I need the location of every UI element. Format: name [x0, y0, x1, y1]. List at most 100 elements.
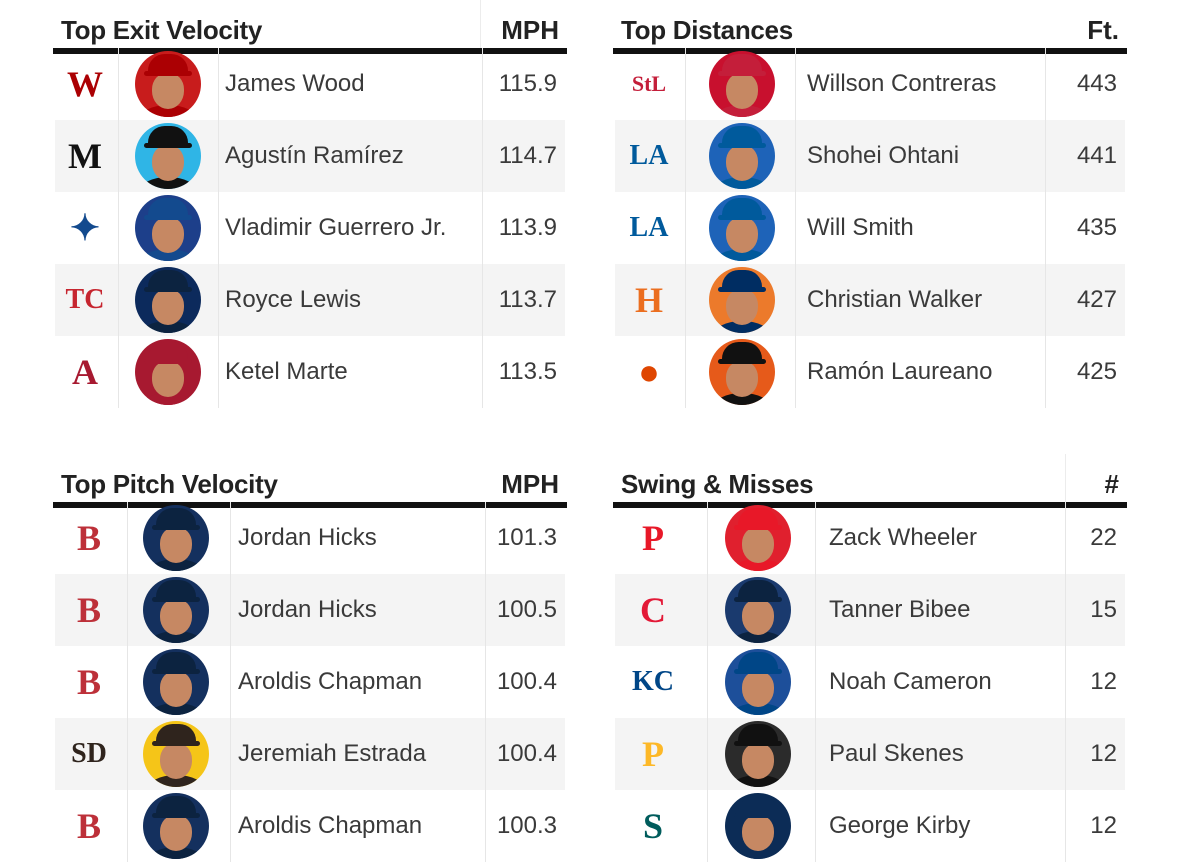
player-name: Ketel Marte [225, 358, 348, 385]
marlins-logo-icon: M [68, 136, 102, 176]
player-name: Aroldis Chapman [238, 668, 423, 695]
player-headshot-avatar [143, 721, 209, 787]
leaderboard-row: B Jordan Hicks 101.3 [55, 502, 565, 574]
player-headshot-avatar [143, 577, 209, 643]
red-sox-logo-icon: B [76, 590, 101, 630]
player-headshot-avatar [725, 505, 791, 571]
player-name: Jordan Hicks [238, 596, 377, 623]
royals-logo-icon: KC [632, 666, 674, 697]
panel-unit: Ft. [1087, 15, 1119, 45]
leaderboard-row: A Ketel Marte 113.5 [55, 336, 565, 408]
player-name: Paul Skenes [829, 740, 964, 767]
mariners-logo-icon: S [642, 806, 664, 846]
stat-value: 12 [1090, 812, 1117, 839]
leaderboard-rows: B Jordan Hicks 101.3 B Jordan Hicks 100.5 B Aro… [55, 502, 565, 862]
panel-header: Top Pitch Velocity MPH [53, 454, 567, 508]
player-headshot-avatar [135, 51, 201, 117]
player-headshot-avatar [725, 793, 791, 859]
dodgers-logo-icon: LA [629, 212, 669, 243]
panel-title: Top Distances [621, 15, 793, 45]
leaderboard-row: S George Kirby 12 [615, 790, 1125, 862]
player-name: Tanner Bibee [829, 596, 971, 623]
player-name: Will Smith [807, 214, 914, 241]
red-sox-logo-icon: B [76, 806, 101, 846]
player-headshot-avatar [143, 793, 209, 859]
stat-value: 435 [1076, 214, 1117, 241]
panel-swing-and-misses: Swing & Misses # P Zack Wheeler 22 C Tanner … [613, 454, 1127, 862]
leaderboard-row: B Aroldis Chapman 100.4 [55, 646, 565, 718]
player-name: George Kirby [829, 812, 971, 839]
phillies-logo-icon: P [642, 518, 664, 558]
stat-value: 15 [1090, 596, 1117, 623]
leaderboard-row: W James Wood 115.9 [55, 48, 565, 120]
stat-value: 443 [1076, 70, 1117, 97]
panel-header: Top Exit Velocity MPH [53, 0, 567, 54]
player-name: Zack Wheeler [829, 524, 978, 551]
blue-jays-logo-icon: ✦ [69, 208, 101, 248]
stat-value: 12 [1090, 668, 1117, 695]
leaderboard-row: KC Noah Cameron 12 [615, 646, 1125, 718]
leaderboard-row: LA Will Smith 435 [615, 192, 1125, 264]
panel-top-pitch-velocity: Top Pitch Velocity MPH B Jordan Hicks 101.… [53, 454, 567, 862]
player-name: Ramón Laureano [807, 358, 993, 385]
player-headshot-avatar [709, 267, 775, 333]
leaderboard-row: ✦ Vladimir Guerrero Jr. 113.9 [55, 192, 565, 264]
panel-unit: MPH [501, 469, 559, 499]
leaderboard-rows: StL Willson Contreras 443 LA Shohei Ohtani 44… [615, 48, 1125, 408]
diamondbacks-logo-icon: A [72, 352, 98, 392]
player-name: Royce Lewis [225, 286, 362, 313]
stat-value: 100.4 [496, 740, 557, 767]
leaderboard-row: SD Jeremiah Estrada 100.4 [55, 718, 565, 790]
leaderboard-row: B Aroldis Chapman 100.3 [55, 790, 565, 862]
pirates-logo-icon: P [642, 734, 664, 774]
panel-top-exit-velocity: Top Exit Velocity MPH W James Wood 115.9 M A… [53, 0, 567, 408]
player-name: Shohei Ohtani [807, 142, 960, 169]
player-headshot-avatar [709, 51, 775, 117]
player-headshot-avatar [709, 339, 775, 405]
leaderboard-row: M Agustín Ramírez 114.7 [55, 120, 565, 192]
panel-unit: # [1104, 469, 1119, 499]
stat-value: 113.9 [498, 214, 557, 241]
leaderboard-rows: P Zack Wheeler 22 C Tanner Bibee 15 KC Noah Cam… [615, 502, 1125, 862]
player-headshot-avatar [135, 123, 201, 189]
stat-value: 100.4 [496, 668, 557, 695]
player-name: Jeremiah Estrada [238, 740, 427, 767]
panel-unit: MPH [501, 15, 559, 45]
stat-value: 115.9 [498, 70, 557, 97]
stat-value: 427 [1076, 286, 1117, 313]
leaderboard-row: P Paul Skenes 12 [615, 718, 1125, 790]
player-headshot-avatar [725, 721, 791, 787]
guardians-logo-icon: C [640, 590, 666, 630]
stat-value: 100.5 [496, 596, 557, 623]
stat-value: 100.3 [496, 812, 557, 839]
stat-value: 101.3 [496, 524, 557, 551]
panel-title: Swing & Misses [621, 469, 814, 499]
stat-value: 12 [1090, 740, 1117, 767]
leaderboard-row: C Tanner Bibee 15 [615, 574, 1125, 646]
leaderboard-row: P Zack Wheeler 22 [615, 502, 1125, 574]
panel-title: Top Exit Velocity [61, 15, 263, 45]
leaderboard-row: TC Royce Lewis 113.7 [55, 264, 565, 336]
padres-logo-icon: SD [71, 738, 107, 769]
player-headshot-avatar [725, 649, 791, 715]
player-headshot-avatar [135, 195, 201, 261]
astros-logo-icon: H [634, 280, 663, 320]
panel-top-distances: Top Distances Ft. StL Willson Contreras 44… [613, 0, 1127, 408]
leaderboard-row: LA Shohei Ohtani 441 [615, 120, 1125, 192]
player-headshot-avatar [143, 505, 209, 571]
player-headshot-avatar [725, 577, 791, 643]
player-name: Agustín Ramírez [225, 142, 404, 169]
leaderboard-row: B Jordan Hicks 100.5 [55, 574, 565, 646]
stat-value: 441 [1076, 142, 1117, 169]
player-name: Noah Cameron [829, 668, 992, 695]
stat-value: 425 [1076, 358, 1117, 385]
player-headshot-avatar [135, 339, 201, 405]
leaderboard-row: StL Willson Contreras 443 [615, 48, 1125, 120]
player-name: Christian Walker [807, 286, 983, 313]
red-sox-logo-icon: B [76, 518, 101, 558]
player-headshot-avatar [143, 649, 209, 715]
cardinals-logo-icon: StL [631, 71, 667, 96]
dodgers-logo-icon: LA [629, 140, 669, 171]
player-name: Vladimir Guerrero Jr. [225, 214, 447, 241]
player-name: Willson Contreras [807, 70, 997, 97]
